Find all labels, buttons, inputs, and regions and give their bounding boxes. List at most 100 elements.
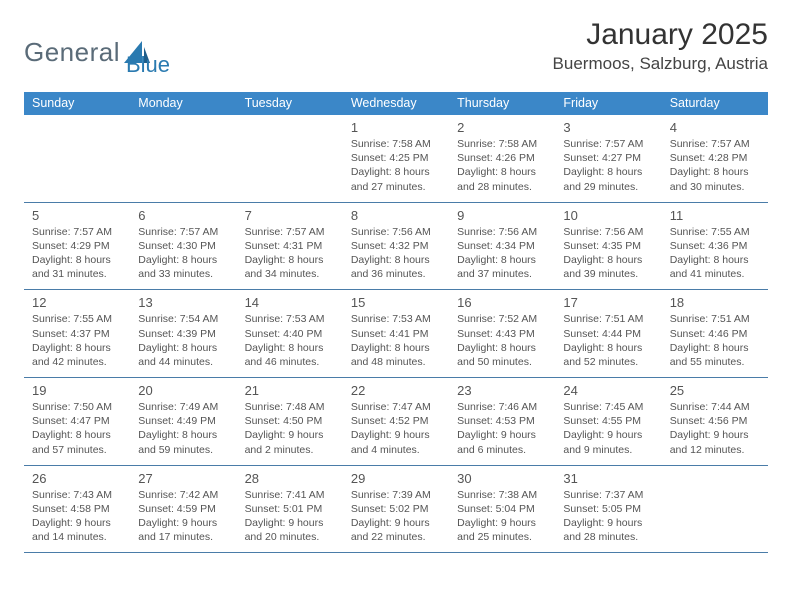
sunrise-text: Sunrise: 7:53 AM [245, 312, 337, 326]
daylight-text: and 42 minutes. [32, 355, 124, 369]
sunset-text: Sunset: 4:50 PM [245, 414, 337, 428]
sunset-text: Sunset: 4:46 PM [670, 327, 762, 341]
calendar-week-row: 12Sunrise: 7:55 AMSunset: 4:37 PMDayligh… [24, 290, 768, 378]
sunrise-text: Sunrise: 7:57 AM [670, 137, 762, 151]
sunrise-text: Sunrise: 7:37 AM [563, 488, 655, 502]
sunrise-text: Sunrise: 7:58 AM [351, 137, 443, 151]
calendar-cell: 11Sunrise: 7:55 AMSunset: 4:36 PMDayligh… [662, 203, 768, 290]
calendar-week-row: 26Sunrise: 7:43 AMSunset: 4:58 PMDayligh… [24, 466, 768, 554]
calendar-cell: 29Sunrise: 7:39 AMSunset: 5:02 PMDayligh… [343, 466, 449, 553]
daylight-text: Daylight: 9 hours [351, 516, 443, 530]
daylight-text: Daylight: 8 hours [457, 165, 549, 179]
sunrise-text: Sunrise: 7:58 AM [457, 137, 549, 151]
day-number: 10 [563, 208, 655, 223]
day-number: 8 [351, 208, 443, 223]
sunrise-text: Sunrise: 7:47 AM [351, 400, 443, 414]
sunrise-text: Sunrise: 7:57 AM [138, 225, 230, 239]
calendar-cell-empty [24, 115, 130, 202]
day-header: Tuesday [237, 92, 343, 115]
daylight-text: and 41 minutes. [670, 267, 762, 281]
day-header-row: SundayMondayTuesdayWednesdayThursdayFrid… [24, 92, 768, 115]
daylight-text: Daylight: 8 hours [563, 341, 655, 355]
day-number: 12 [32, 295, 124, 310]
day-number: 24 [563, 383, 655, 398]
daylight-text: Daylight: 8 hours [670, 253, 762, 267]
calendar-cell: 30Sunrise: 7:38 AMSunset: 5:04 PMDayligh… [449, 466, 555, 553]
sunset-text: Sunset: 4:28 PM [670, 151, 762, 165]
calendar-cell: 18Sunrise: 7:51 AMSunset: 4:46 PMDayligh… [662, 290, 768, 377]
daylight-text: Daylight: 9 hours [245, 428, 337, 442]
sunset-text: Sunset: 4:53 PM [457, 414, 549, 428]
calendar-cell: 14Sunrise: 7:53 AMSunset: 4:40 PMDayligh… [237, 290, 343, 377]
sunset-text: Sunset: 4:55 PM [563, 414, 655, 428]
sunrise-text: Sunrise: 7:57 AM [245, 225, 337, 239]
day-number: 21 [245, 383, 337, 398]
daylight-text: Daylight: 9 hours [563, 516, 655, 530]
title-block: January 2025 Buermoos, Salzburg, Austria [553, 18, 768, 74]
day-number: 18 [670, 295, 762, 310]
calendar-cell: 24Sunrise: 7:45 AMSunset: 4:55 PMDayligh… [555, 378, 661, 465]
daylight-text: and 20 minutes. [245, 530, 337, 544]
calendar-cell: 31 Sunrise: 7:37 AMSunset: 5:05 PMDayligh… [555, 466, 661, 553]
day-number: 26 [32, 471, 124, 486]
daylight-text: Daylight: 8 hours [351, 253, 443, 267]
daylight-text: and 44 minutes. [138, 355, 230, 369]
daylight-text: Daylight: 9 hours [32, 516, 124, 530]
daylight-text: Daylight: 9 hours [457, 428, 549, 442]
calendar-cell-empty [662, 466, 768, 553]
calendar-cell: 9Sunrise: 7:56 AMSunset: 4:34 PMDaylight… [449, 203, 555, 290]
sunrise-text: Sunrise: 7:42 AM [138, 488, 230, 502]
daylight-text: Daylight: 8 hours [351, 341, 443, 355]
location-text: Buermoos, Salzburg, Austria [553, 54, 768, 74]
calendar-cell: 7Sunrise: 7:57 AMSunset: 4:31 PMDaylight… [237, 203, 343, 290]
daylight-text: Daylight: 8 hours [245, 341, 337, 355]
daylight-text: Daylight: 9 hours [245, 516, 337, 530]
sunrise-text: Sunrise: 7:56 AM [457, 225, 549, 239]
sunset-text: Sunset: 4:56 PM [670, 414, 762, 428]
day-number: 22 [351, 383, 443, 398]
header: General Blue January 2025 Buermoos, Salz… [24, 18, 768, 78]
day-header: Sunday [24, 92, 130, 115]
daylight-text: and 57 minutes. [32, 443, 124, 457]
sunrise-text: Sunrise: 7:51 AM [563, 312, 655, 326]
calendar: SundayMondayTuesdayWednesdayThursdayFrid… [24, 92, 768, 553]
day-number: 31 [563, 471, 655, 486]
daylight-text: Daylight: 8 hours [670, 165, 762, 179]
daylight-text: Daylight: 8 hours [670, 341, 762, 355]
sunset-text: Sunset: 5:01 PM [245, 502, 337, 516]
day-number: 7 [245, 208, 337, 223]
calendar-cell-empty [130, 115, 236, 202]
day-number: 11 [670, 208, 762, 223]
day-number: 29 [351, 471, 443, 486]
sunset-text: Sunset: 4:58 PM [32, 502, 124, 516]
sunset-text: Sunset: 4:25 PM [351, 151, 443, 165]
sunrise-text: Sunrise: 7:50 AM [32, 400, 124, 414]
day-number: 1 [351, 120, 443, 135]
sunset-text: Sunset: 4:27 PM [563, 151, 655, 165]
sunrise-text: Sunrise: 7:57 AM [32, 225, 124, 239]
day-number: 27 [138, 471, 230, 486]
daylight-text: and 46 minutes. [245, 355, 337, 369]
daylight-text: and 30 minutes. [670, 180, 762, 194]
daylight-text: and 17 minutes. [138, 530, 230, 544]
sunrise-text: Sunrise: 7:46 AM [457, 400, 549, 414]
sunset-text: Sunset: 4:43 PM [457, 327, 549, 341]
calendar-cell: 16Sunrise: 7:52 AMSunset: 4:43 PMDayligh… [449, 290, 555, 377]
day-number: 13 [138, 295, 230, 310]
sunrise-text: Sunrise: 7:56 AM [351, 225, 443, 239]
sunset-text: Sunset: 4:59 PM [138, 502, 230, 516]
sunset-text: Sunset: 4:29 PM [32, 239, 124, 253]
daylight-text: and 33 minutes. [138, 267, 230, 281]
sunset-text: Sunset: 5:05 PM [563, 502, 655, 516]
day-number: 9 [457, 208, 549, 223]
calendar-cell: 25Sunrise: 7:44 AMSunset: 4:56 PMDayligh… [662, 378, 768, 465]
daylight-text: and 27 minutes. [351, 180, 443, 194]
sunset-text: Sunset: 4:32 PM [351, 239, 443, 253]
daylight-text: and 25 minutes. [457, 530, 549, 544]
daylight-text: and 12 minutes. [670, 443, 762, 457]
day-number: 16 [457, 295, 549, 310]
day-header: Saturday [662, 92, 768, 115]
daylight-text: and 28 minutes. [457, 180, 549, 194]
daylight-text: Daylight: 8 hours [245, 253, 337, 267]
daylight-text: and 28 minutes. [563, 530, 655, 544]
